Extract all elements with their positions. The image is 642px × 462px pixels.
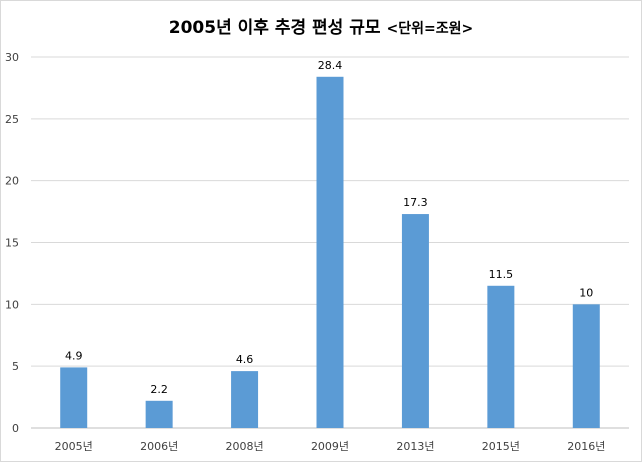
- bar: [572, 304, 600, 428]
- bar: [401, 214, 429, 428]
- y-tick-label: 30: [5, 51, 19, 64]
- bar: [487, 285, 515, 428]
- x-tick-label: 2015년: [482, 440, 520, 453]
- x-tick-label: 2009년: [311, 440, 349, 453]
- data-labels: 4.9 2.2 4.6 28.4 17.3 11.5 10: [65, 59, 593, 396]
- y-tick-label: 10: [5, 298, 19, 311]
- data-label: 28.4: [318, 59, 343, 72]
- chart-title-row: 2005년 이후 추경 편성 규모 <단위=조원>: [1, 13, 641, 38]
- data-label: 17.3: [403, 196, 428, 209]
- y-tick-label: 20: [5, 175, 19, 188]
- data-label: 4.6: [236, 353, 254, 366]
- bar: [145, 400, 173, 428]
- x-tick-label: 2005년: [55, 440, 93, 453]
- y-tick-label: 5: [12, 360, 19, 373]
- chart-title: 2005년 이후 추경 편성 규모: [168, 18, 381, 38]
- y-tick-label: 0: [12, 422, 19, 435]
- data-label: 4.9: [65, 349, 83, 362]
- x-tick-label: 2006년: [140, 440, 178, 453]
- bar: [60, 367, 88, 428]
- y-tick-label: 15: [5, 237, 19, 250]
- chart-unit-note: <단위=조원>: [386, 21, 474, 37]
- data-label: 11.5: [489, 268, 514, 281]
- y-tick-label: 25: [5, 113, 19, 126]
- data-label: 2.2: [150, 383, 168, 396]
- x-tick-label: 2016년: [567, 440, 605, 453]
- data-label: 10: [579, 286, 593, 299]
- bars: [60, 76, 600, 428]
- x-tick-label: 2008년: [226, 440, 264, 453]
- bar: [316, 76, 344, 428]
- bar: [231, 371, 259, 428]
- x-tick-label: 2013년: [396, 440, 434, 453]
- y-axis: 0 5 10 15 20 25 30: [5, 51, 19, 435]
- x-axis: 2005년 2006년 2008년 2009년 2013년 2015년 2016년: [55, 440, 606, 453]
